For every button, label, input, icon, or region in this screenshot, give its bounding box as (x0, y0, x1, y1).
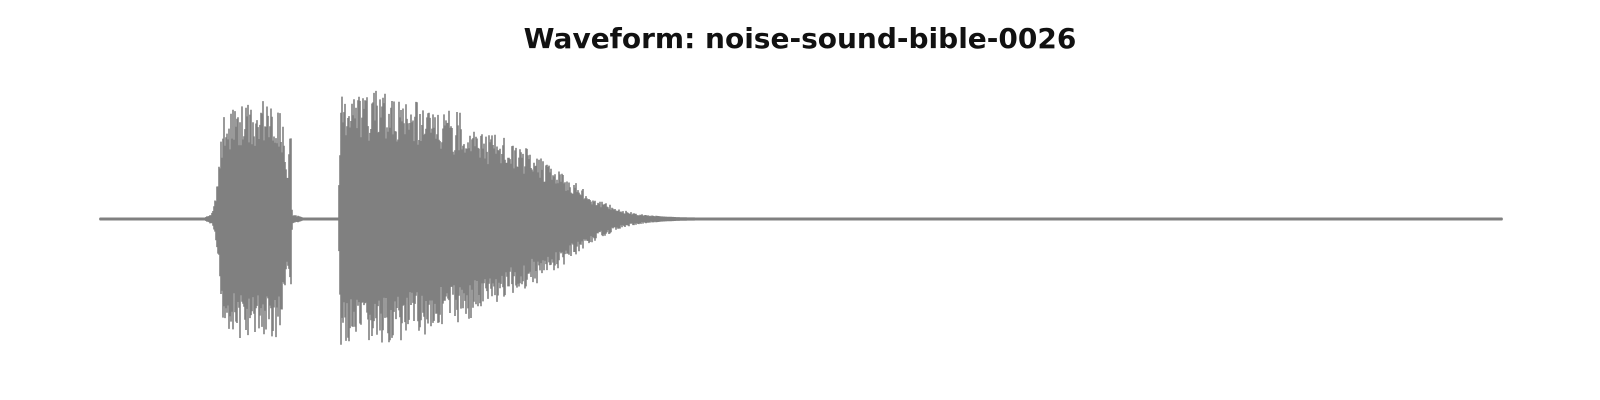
waveform-series (99, 90, 1503, 345)
waveform-signal (99, 90, 1503, 345)
chart-title: Waveform: noise-sound-bible-0026 (523, 22, 1077, 55)
